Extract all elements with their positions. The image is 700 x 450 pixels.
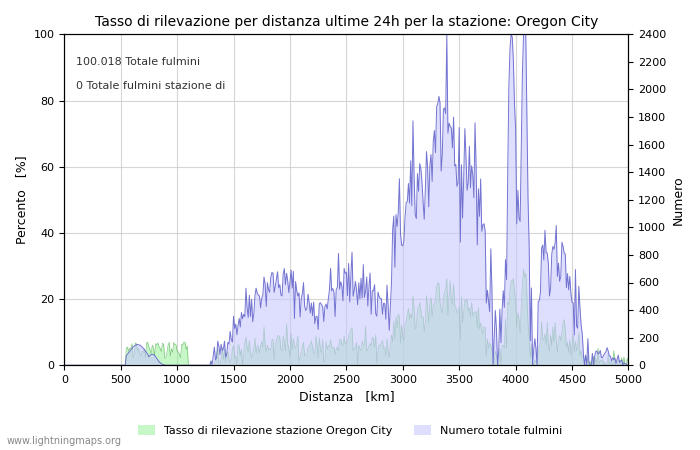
X-axis label: Distanza   [km]: Distanza [km] <box>299 391 394 404</box>
Y-axis label: Numero: Numero <box>672 175 685 225</box>
Text: 100.018 Totale fulmini: 100.018 Totale fulmini <box>76 58 200 68</box>
Text: www.lightningmaps.org: www.lightningmaps.org <box>7 436 122 446</box>
Title: Tasso di rilevazione per distanza ultime 24h per la stazione: Oregon City: Tasso di rilevazione per distanza ultime… <box>94 15 598 29</box>
Y-axis label: Percento   [%]: Percento [%] <box>15 155 28 244</box>
Text: 0 Totale fulmini stazione di: 0 Totale fulmini stazione di <box>76 81 225 90</box>
Legend: Tasso di rilevazione stazione Oregon City, Numero totale fulmini: Tasso di rilevazione stazione Oregon Cit… <box>134 420 566 440</box>
